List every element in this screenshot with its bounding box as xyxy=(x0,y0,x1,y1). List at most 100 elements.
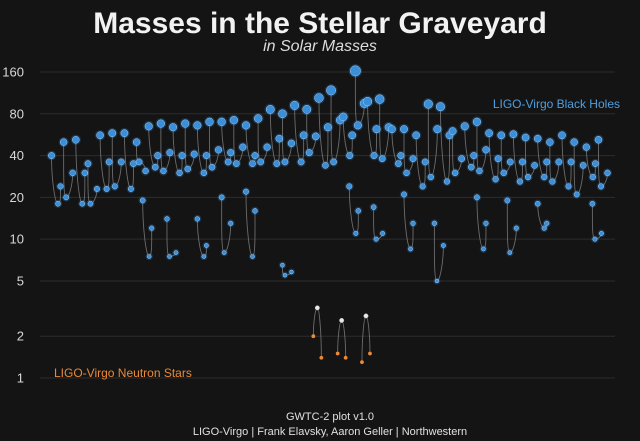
black-hole-point xyxy=(178,152,186,160)
merger-link xyxy=(148,228,153,257)
black-hole-point xyxy=(214,146,223,154)
merger-link xyxy=(361,315,367,363)
black-hole-point xyxy=(355,208,362,214)
black-hole-point xyxy=(397,152,405,160)
black-hole-point xyxy=(565,183,572,190)
merger-link xyxy=(506,200,511,254)
black-hole-point xyxy=(431,220,438,226)
black-hole-point xyxy=(401,191,407,198)
black-hole-point xyxy=(573,191,580,198)
black-hole-point xyxy=(239,143,247,151)
black-hole-point xyxy=(314,93,324,103)
black-hole-point xyxy=(524,173,532,181)
black-hole-point xyxy=(395,160,402,167)
black-hole-point xyxy=(135,158,143,166)
black-hole-point xyxy=(549,178,556,185)
merger-link xyxy=(373,207,377,240)
neutron-star-point xyxy=(319,355,324,360)
black-hole-point xyxy=(218,194,225,201)
merger-link xyxy=(591,203,596,240)
black-hole-point xyxy=(544,220,550,226)
black-hole-point xyxy=(387,125,396,134)
merger-link xyxy=(221,197,225,254)
merger-link xyxy=(446,135,450,183)
black-hole-point xyxy=(410,220,416,226)
merger-links xyxy=(51,70,608,363)
black-hole-point xyxy=(48,152,55,160)
black-hole-point xyxy=(497,131,506,140)
black-hole-point xyxy=(421,158,429,166)
merger-link xyxy=(160,123,164,172)
black-hole-point xyxy=(468,163,475,171)
black-hole-point xyxy=(592,160,599,167)
black-hole-point xyxy=(241,121,251,130)
black-hole-point xyxy=(485,129,493,138)
black-hole-point xyxy=(348,131,357,140)
black-hole-point xyxy=(273,160,281,167)
credit-version: GWTC-2 plot v1.0 xyxy=(286,411,374,423)
black-hole-point xyxy=(598,230,604,236)
merger-link xyxy=(365,315,371,354)
y-tick-label: 1 xyxy=(17,371,24,386)
black-hole-point xyxy=(289,269,294,275)
black-hole-point xyxy=(142,167,149,175)
merger-link xyxy=(436,245,444,282)
black-hole-point xyxy=(87,200,94,207)
merger-link xyxy=(403,129,407,174)
merger-link xyxy=(196,125,205,174)
black-hole-point xyxy=(103,185,110,192)
black-hole-point xyxy=(589,173,596,181)
black-hole-point xyxy=(181,119,190,128)
black-hole-point xyxy=(287,139,296,148)
grid-lines xyxy=(40,71,615,379)
black-hole-point xyxy=(582,143,590,151)
black-hole-point xyxy=(509,130,518,139)
black-hole-point xyxy=(594,136,603,144)
merger-link xyxy=(433,223,438,282)
black-hole-point xyxy=(533,134,542,143)
black-hole-point xyxy=(208,163,216,171)
black-hole-point xyxy=(481,246,486,252)
y-tick-label: 5 xyxy=(17,273,24,288)
black-hole-point xyxy=(412,131,421,140)
black-hole-point xyxy=(55,200,61,207)
black-hole-point xyxy=(474,194,480,201)
black-hole-point xyxy=(326,85,337,96)
merger-link xyxy=(537,138,545,178)
black-hole-point xyxy=(111,183,118,190)
black-hole-point xyxy=(243,188,249,195)
black-hole-point xyxy=(280,262,285,268)
black-hole-point xyxy=(513,225,519,231)
black-hole-point xyxy=(229,115,238,125)
black-hole-point xyxy=(380,230,386,236)
neutron-star-point xyxy=(343,355,348,360)
black-hole-point xyxy=(440,243,446,248)
y-tick-label: 2 xyxy=(17,329,24,344)
black-hole-point xyxy=(169,123,178,132)
black-hole-point xyxy=(506,158,514,166)
merger-link xyxy=(525,137,529,178)
black-hole-point xyxy=(105,158,113,166)
neutron-star-point xyxy=(335,351,340,356)
merger-link xyxy=(316,307,322,358)
black-hole-point xyxy=(253,114,263,123)
black-hole-point xyxy=(221,250,227,255)
black-hole-point xyxy=(604,169,611,177)
black-hole-point xyxy=(435,102,445,112)
black-hole-point xyxy=(492,176,499,183)
black-hole-point xyxy=(193,121,202,130)
black-hole-point xyxy=(224,158,232,166)
remnant-point xyxy=(363,313,369,319)
black-hole-point xyxy=(507,250,513,255)
black-hole-point xyxy=(370,204,377,210)
black-hole-point xyxy=(555,158,563,166)
black-hole-point xyxy=(353,121,362,130)
black-hole-point xyxy=(173,250,179,255)
black-hole-point xyxy=(338,112,348,122)
black-hole-point xyxy=(427,173,434,181)
black-hole-point xyxy=(500,169,507,177)
merger-link xyxy=(476,121,480,172)
black-hole-point xyxy=(472,117,482,126)
